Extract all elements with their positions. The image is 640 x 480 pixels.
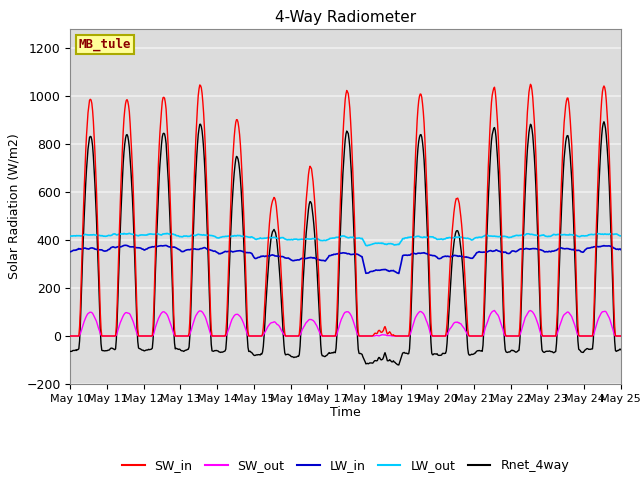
LW_in [219,250,227,255]
LW_in [190,246,198,252]
SW_out [429,333,436,339]
LW_out [364,243,371,249]
SW_in [67,333,74,339]
Rnet_4way [429,352,437,358]
LW_in [134,245,141,251]
Rnet_4way [77,322,84,327]
SW_in [133,310,141,315]
Rnet_4way [413,156,421,162]
LW_out [414,233,422,239]
SW_in [77,307,84,312]
LW_out [219,234,227,240]
Rnet_4way [600,119,608,125]
SW_out [617,333,625,339]
LW_in [414,251,422,256]
LW_out [163,230,171,236]
Line: LW_in: LW_in [70,245,621,274]
Title: 4-Way Radiometer: 4-Way Radiometer [275,10,416,25]
LW_out [133,233,141,239]
LW_in [77,246,84,252]
Line: SW_out: SW_out [70,311,621,336]
SW_in [218,333,226,339]
Legend: SW_in, SW_out, LW_in, LW_out, Rnet_4way: SW_in, SW_out, LW_in, LW_out, Rnet_4way [117,454,574,477]
SW_out [77,331,84,336]
Rnet_4way [395,362,403,368]
LW_out [190,232,198,238]
Rnet_4way [189,243,196,249]
Line: LW_out: LW_out [70,233,621,246]
LW_out [67,233,74,239]
SW_in [429,333,436,339]
Rnet_4way [617,347,625,353]
SW_out [413,313,420,319]
SW_in [413,133,420,139]
LW_out [617,233,625,239]
SW_out [539,333,547,339]
X-axis label: Time: Time [330,407,361,420]
LW_in [430,252,438,258]
SW_in [189,217,196,223]
SW_out [189,322,196,327]
Text: MB_tule: MB_tule [79,37,131,51]
SW_out [527,308,534,313]
LW_in [395,271,403,276]
LW_in [67,249,74,254]
LW_in [617,247,625,252]
SW_out [218,333,226,339]
Rnet_4way [218,349,226,355]
Rnet_4way [67,348,74,354]
SW_out [133,331,141,336]
SW_in [617,333,625,339]
LW_in [122,242,129,248]
Rnet_4way [133,324,141,330]
SW_in [527,82,534,87]
Y-axis label: Solar Radiation (W/m2): Solar Radiation (W/m2) [8,133,20,279]
SW_out [67,333,74,339]
LW_out [430,235,438,240]
Line: Rnet_4way: Rnet_4way [70,122,621,365]
LW_out [77,233,84,239]
Line: SW_in: SW_in [70,84,621,336]
